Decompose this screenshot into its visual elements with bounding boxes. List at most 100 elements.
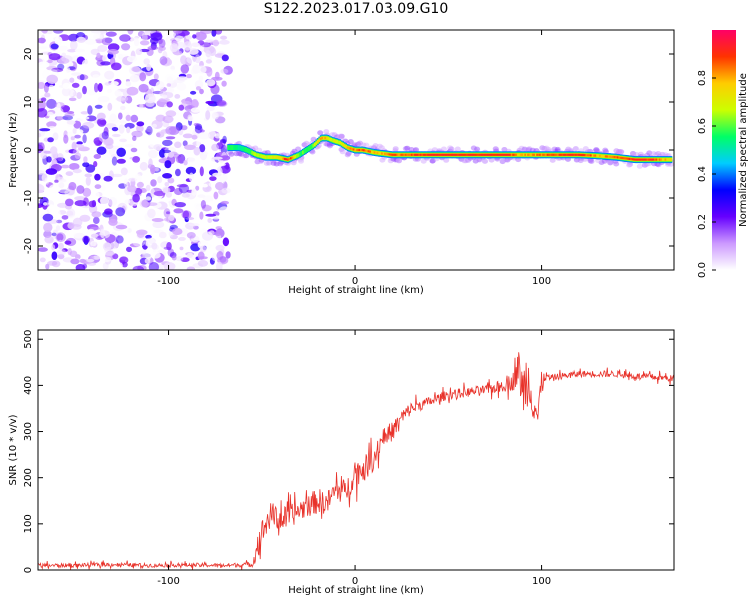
trace-segment [487,153,489,156]
trace-halo [395,158,402,164]
noise-blob [205,50,211,58]
x-tick-label: 0 [352,276,358,287]
x-tick-label: -100 [157,276,180,287]
colorbar-tick-label: 0.0 [697,262,708,278]
figure-title: S122.2023.017.03.09.G10 [263,1,449,17]
noise-blob [126,246,132,253]
trace-segment [575,153,577,156]
trace-segment [628,157,631,160]
noise-blob [90,233,99,238]
trace-segment [476,153,479,156]
noise-blob [205,39,215,43]
noise-blob [162,115,174,124]
noise-blob [56,102,61,113]
noise-blob [205,110,211,120]
noise-blob [150,179,157,187]
noise-blob [115,235,124,244]
y-tick-label: 0 [23,567,34,573]
trace-segment [422,153,425,156]
noise-blob [158,97,171,103]
trace-segment [613,156,616,159]
noise-blob [176,155,182,164]
noise-blob [165,191,172,198]
noise-blob [68,182,77,191]
noise-blob [92,255,101,260]
noise-blob [106,89,113,93]
trace-segment [606,155,609,158]
noise-blob [182,140,188,147]
trace-segment [421,153,424,156]
trace-segment [643,158,646,161]
trace-segment [513,153,516,156]
trace-segment [297,153,300,157]
noise-blob [56,219,63,224]
noise-blob [74,152,82,160]
noise-blob [174,202,186,208]
trace-segment [624,157,626,160]
noise-blob [155,81,165,90]
noise-blob [47,137,54,143]
noise-blob [153,73,159,80]
noise-blob [47,59,53,64]
trace-segment [251,150,253,155]
trace-segment [340,142,343,146]
trace-segment [366,149,368,153]
noise-blob [187,252,193,258]
noise-blob [76,92,82,99]
noise-blob [64,189,76,196]
trace-segment [557,153,559,156]
trace-segment [448,153,450,156]
noise-blob [147,45,159,51]
trace-halo [392,146,399,152]
noise-blob [183,160,188,166]
trace-segment [334,139,337,144]
noise-blob [162,173,173,179]
trace-halo [256,147,263,153]
trace-segment [233,145,236,151]
noise-blob [84,38,97,45]
noise-blob [91,211,102,218]
noise-blob [42,30,48,34]
trace-segment [660,158,662,161]
noise-blob [215,182,225,191]
trace-segment [616,156,619,159]
trace-segment [410,153,413,156]
trace-segment [649,158,652,161]
trace-segment [330,138,333,142]
trace-segment [563,153,565,156]
noise-blob [218,206,230,216]
trace-halo [454,146,461,152]
noise-blob [197,65,207,74]
trace-segment [519,153,522,156]
trace-segment [631,158,634,161]
trace-segment [525,153,528,157]
noise-blob [82,134,87,144]
trace-segment [333,139,336,143]
noise-blob [191,134,198,140]
noise-blob [54,210,61,217]
noise-blob [168,151,175,158]
trace-segment [479,153,482,156]
noise-blob [211,156,223,160]
noise-blob [220,68,229,74]
trace-segment [398,153,401,156]
noise-blob [175,256,184,262]
trace-segment [416,153,419,156]
trace-segment [498,153,501,156]
trace-segment [570,153,573,156]
noise-blob [57,176,64,181]
trace-segment [375,150,377,155]
noise-blob [43,202,48,206]
x-tick-label: 0 [352,576,358,587]
noise-blob [223,65,233,75]
noise-blob [76,141,83,145]
noise-blob [192,34,197,39]
snr-series-line [38,352,674,570]
noise-blob [101,256,112,262]
noise-blob [174,141,182,149]
noise-blob [96,52,101,59]
noise-blob [54,179,59,183]
noise-blob [179,246,184,251]
trace-segment [478,153,480,156]
trace-segment [573,153,576,156]
